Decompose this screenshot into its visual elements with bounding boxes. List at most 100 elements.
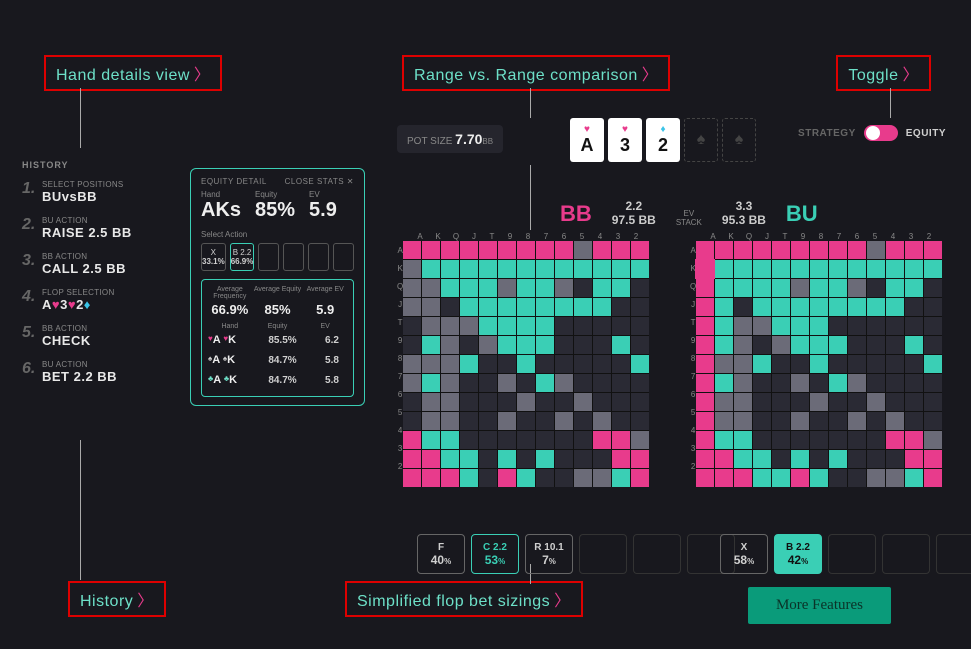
- range-cell[interactable]: [498, 241, 516, 259]
- range-cell[interactable]: [460, 279, 478, 297]
- range-cell[interactable]: [772, 241, 790, 259]
- range-cell[interactable]: [829, 393, 847, 411]
- range-cell[interactable]: [631, 317, 649, 335]
- range-cell[interactable]: [848, 317, 866, 335]
- range-cell[interactable]: [867, 317, 885, 335]
- range-cell[interactable]: [753, 355, 771, 373]
- range-cell[interactable]: [772, 374, 790, 392]
- range-cell[interactable]: [403, 298, 421, 316]
- range-cell[interactable]: [593, 412, 611, 430]
- range-cell[interactable]: [517, 260, 535, 278]
- range-cell[interactable]: [593, 450, 611, 468]
- range-cell[interactable]: [886, 355, 904, 373]
- range-cell[interactable]: [631, 336, 649, 354]
- range-cell[interactable]: [734, 469, 752, 487]
- range-cell[interactable]: [517, 241, 535, 259]
- range-cell[interactable]: [715, 317, 733, 335]
- range-cell[interactable]: [810, 241, 828, 259]
- range-cell[interactable]: [555, 469, 573, 487]
- range-cell[interactable]: [791, 317, 809, 335]
- range-cell[interactable]: [631, 279, 649, 297]
- range-cell[interactable]: [479, 298, 497, 316]
- range-cell[interactable]: [422, 431, 440, 449]
- range-cell[interactable]: [791, 355, 809, 373]
- range-cell[interactable]: [574, 241, 592, 259]
- bet-box[interactable]: B 2.242%: [774, 534, 822, 574]
- range-cell[interactable]: [772, 355, 790, 373]
- range-cell[interactable]: [536, 374, 554, 392]
- range-cell[interactable]: [905, 374, 923, 392]
- range-cell[interactable]: [696, 336, 714, 354]
- range-cell[interactable]: [810, 298, 828, 316]
- history-item[interactable]: 3.BB ACTIONCALL 2.5 BB: [22, 252, 177, 276]
- range-cell[interactable]: [810, 279, 828, 297]
- range-cell[interactable]: [734, 374, 752, 392]
- range-cell[interactable]: [403, 355, 421, 373]
- range-cell[interactable]: [479, 450, 497, 468]
- range-cell[interactable]: [791, 260, 809, 278]
- range-cell[interactable]: [734, 450, 752, 468]
- range-cell[interactable]: [517, 412, 535, 430]
- range-cell[interactable]: [612, 298, 630, 316]
- range-cell[interactable]: [867, 241, 885, 259]
- range-cell[interactable]: [441, 279, 459, 297]
- range-cell[interactable]: [696, 374, 714, 392]
- range-cell[interactable]: [924, 279, 942, 297]
- range-cell[interactable]: [886, 298, 904, 316]
- range-cell[interactable]: [886, 241, 904, 259]
- range-cell[interactable]: [829, 336, 847, 354]
- range-cell[interactable]: [848, 298, 866, 316]
- range-cell[interactable]: [810, 450, 828, 468]
- range-cell[interactable]: [555, 431, 573, 449]
- range-cell[interactable]: [715, 241, 733, 259]
- range-cell[interactable]: [460, 355, 478, 373]
- range-cell[interactable]: [848, 241, 866, 259]
- range-cell[interactable]: [734, 298, 752, 316]
- range-cell[interactable]: [593, 374, 611, 392]
- range-cell[interactable]: [753, 317, 771, 335]
- range-cell[interactable]: [422, 279, 440, 297]
- range-cell[interactable]: [829, 412, 847, 430]
- range-cell[interactable]: [715, 279, 733, 297]
- range-cell[interactable]: [905, 298, 923, 316]
- range-cell[interactable]: [715, 374, 733, 392]
- range-cell[interactable]: [422, 298, 440, 316]
- range-cell[interactable]: [791, 469, 809, 487]
- range-cell[interactable]: [422, 260, 440, 278]
- range-cell[interactable]: [460, 317, 478, 335]
- range-cell[interactable]: [498, 260, 516, 278]
- range-cell[interactable]: [593, 241, 611, 259]
- range-cell[interactable]: [924, 374, 942, 392]
- range-cell[interactable]: [498, 374, 516, 392]
- bet-box[interactable]: R 10.17%: [525, 534, 573, 574]
- range-cell[interactable]: [517, 336, 535, 354]
- range-cell[interactable]: [460, 260, 478, 278]
- range-cell[interactable]: [479, 317, 497, 335]
- range-cell[interactable]: [696, 298, 714, 316]
- range-cell[interactable]: [905, 279, 923, 297]
- range-cell[interactable]: [715, 298, 733, 316]
- toggle-switch[interactable]: [864, 125, 898, 141]
- range-cell[interactable]: [696, 279, 714, 297]
- range-cell[interactable]: [593, 298, 611, 316]
- range-cell[interactable]: [517, 317, 535, 335]
- range-cell[interactable]: [479, 469, 497, 487]
- range-cell[interactable]: [631, 355, 649, 373]
- range-cell[interactable]: [867, 298, 885, 316]
- range-cell[interactable]: [886, 374, 904, 392]
- range-cell[interactable]: [924, 469, 942, 487]
- range-cell[interactable]: [734, 241, 752, 259]
- range-cell[interactable]: [810, 412, 828, 430]
- range-cell[interactable]: [791, 336, 809, 354]
- range-cell[interactable]: [631, 412, 649, 430]
- range-cell[interactable]: [696, 412, 714, 430]
- range-cell[interactable]: [924, 393, 942, 411]
- range-cell[interactable]: [612, 393, 630, 411]
- range-cell[interactable]: [536, 450, 554, 468]
- range-cell[interactable]: [772, 298, 790, 316]
- range-cell[interactable]: [422, 450, 440, 468]
- strategy-equity-toggle[interactable]: STRATEGY EQUITY: [798, 125, 946, 141]
- bet-box[interactable]: X58%: [720, 534, 768, 574]
- range-cell[interactable]: [555, 374, 573, 392]
- range-cell[interactable]: [517, 450, 535, 468]
